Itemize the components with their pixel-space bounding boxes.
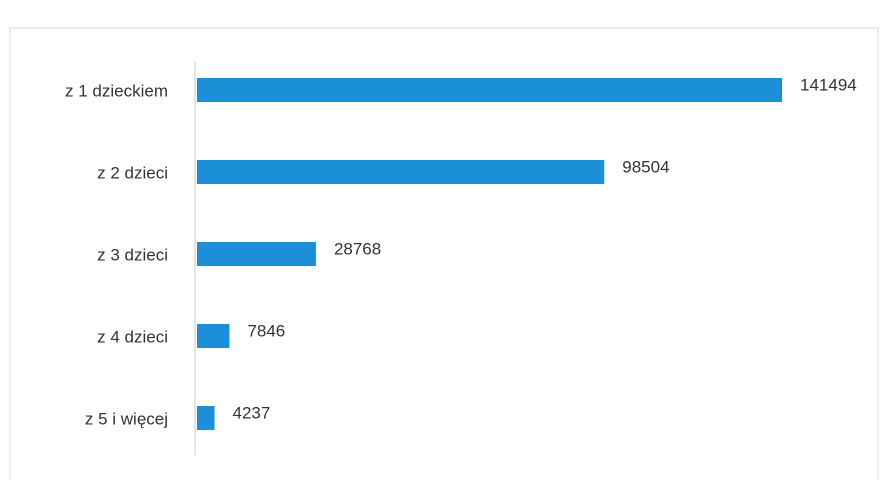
category-label: z 3 dzieci [97,245,168,264]
bar [197,406,215,430]
data-label: 4237 [233,403,271,422]
bar [197,78,782,102]
category-label: z 5 i więcej [85,409,168,428]
bar [197,160,605,184]
data-label: 28768 [334,239,381,258]
data-label: 98504 [622,157,669,176]
data-label: 141494 [800,75,857,94]
bar [197,242,316,266]
category-label: z 4 dzieci [97,327,168,346]
data-label: 7846 [247,321,285,340]
chart-frame [9,27,879,480]
category-label: z 2 dzieci [97,163,168,182]
category-label: z 1 dzieckiem [65,81,168,100]
bar [197,324,230,348]
